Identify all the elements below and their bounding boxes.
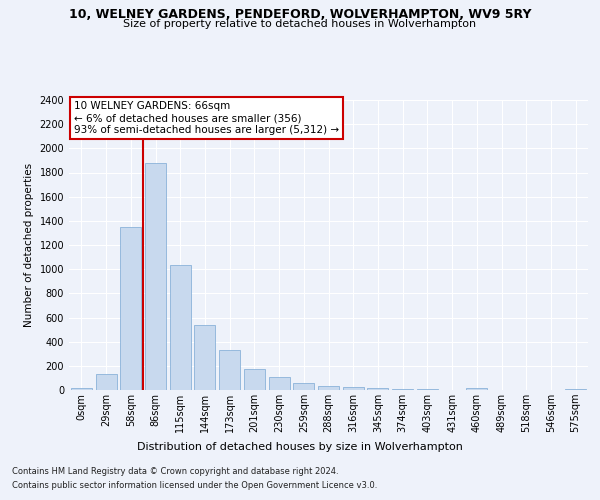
Bar: [120, 227, 141, 390]
Bar: [145, 163, 166, 390]
Text: Contains HM Land Registry data © Crown copyright and database right 2024.: Contains HM Land Registry data © Crown c…: [12, 468, 338, 476]
Bar: [565, 389, 586, 390]
Y-axis label: Number of detached properties: Number of detached properties: [24, 163, 34, 327]
Bar: [194, 326, 215, 390]
Text: Distribution of detached houses by size in Wolverhampton: Distribution of detached houses by size …: [137, 442, 463, 452]
Bar: [170, 265, 191, 390]
Text: 10, WELNEY GARDENS, PENDEFORD, WOLVERHAMPTON, WV9 5RY: 10, WELNEY GARDENS, PENDEFORD, WOLVERHAM…: [69, 8, 531, 20]
Text: 10 WELNEY GARDENS: 66sqm
← 6% of detached houses are smaller (356)
93% of semi-d: 10 WELNEY GARDENS: 66sqm ← 6% of detache…: [74, 102, 340, 134]
Bar: [219, 350, 240, 390]
Bar: [367, 388, 388, 390]
Bar: [71, 388, 92, 390]
Bar: [269, 376, 290, 390]
Bar: [244, 370, 265, 390]
Bar: [318, 386, 339, 390]
Bar: [466, 388, 487, 390]
Bar: [293, 384, 314, 390]
Bar: [343, 387, 364, 390]
Bar: [95, 374, 116, 390]
Text: Contains public sector information licensed under the Open Government Licence v3: Contains public sector information licen…: [12, 481, 377, 490]
Bar: [392, 389, 413, 390]
Text: Size of property relative to detached houses in Wolverhampton: Size of property relative to detached ho…: [124, 19, 476, 29]
